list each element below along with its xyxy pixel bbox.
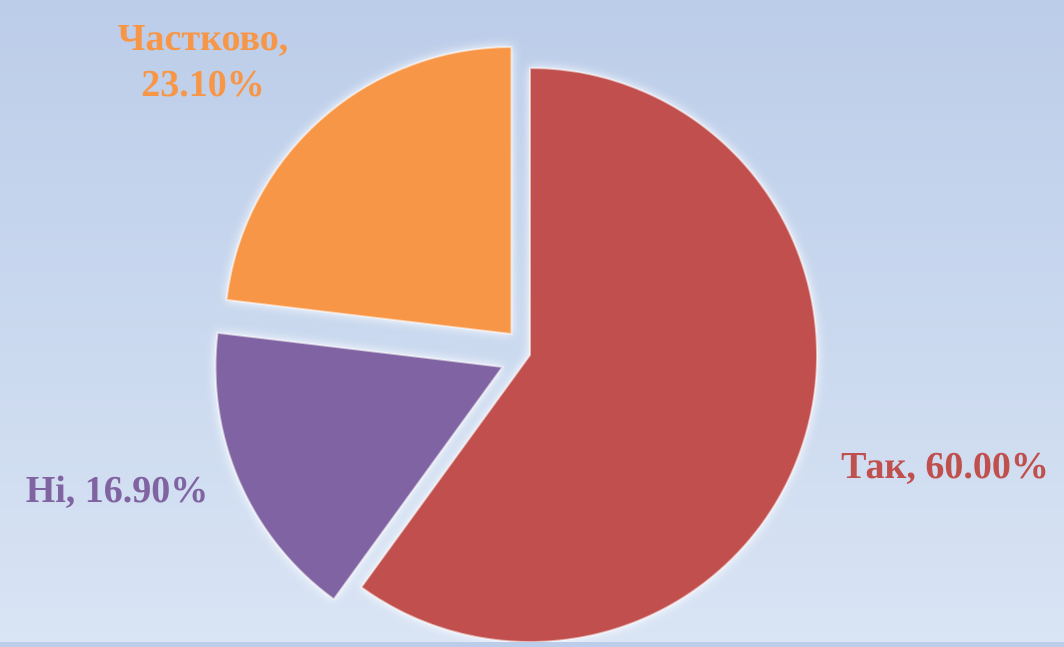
data-label-chastkovo: Частково, 23.10% <box>118 17 289 105</box>
pie-data-labels: Так, 60.00% Ні, 16.90% Частково, 23.10% <box>26 17 1049 511</box>
pie-slice-ni <box>214 331 505 601</box>
pie-slice-chastkovo <box>225 46 513 336</box>
data-label-chastkovo-line: Частково, <box>118 17 289 59</box>
data-label-tak-line: Так, 60.00% <box>841 445 1049 487</box>
data-label-tak: Так, 60.00% <box>841 445 1049 487</box>
pie-slice-tak <box>359 66 818 643</box>
pie-slices <box>214 46 818 643</box>
data-label-chastkovo-line: 23.10% <box>141 63 265 105</box>
data-label-ni: Ні, 16.90% <box>26 469 209 511</box>
data-label-ni-line: Ні, 16.90% <box>26 469 209 511</box>
